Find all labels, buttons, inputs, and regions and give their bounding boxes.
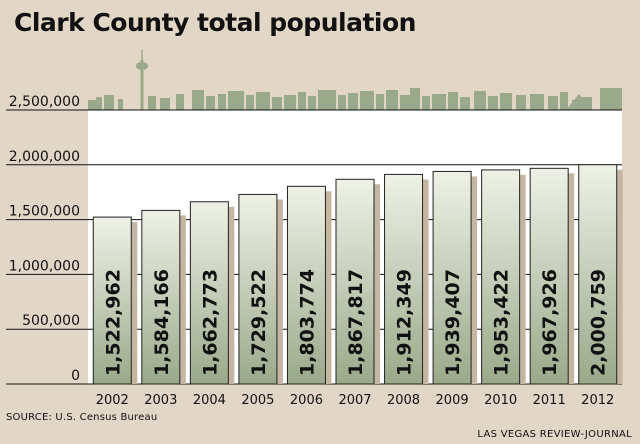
data-label: 1,803,774 [296, 269, 318, 376]
data-label: 1,662,773 [199, 269, 221, 376]
bar [92, 216, 132, 385]
y-tick-label: 500,000 [22, 313, 80, 329]
skyline-building [432, 94, 446, 110]
x-tick-label: 2004 [193, 393, 226, 408]
data-label: 1,953,422 [491, 269, 513, 376]
skyline-building [318, 90, 336, 110]
bar [189, 201, 229, 385]
x-tick-label: 2005 [241, 393, 274, 408]
skyline-building [410, 88, 420, 110]
bar [529, 167, 569, 385]
skyline-building [206, 96, 215, 110]
skyline-building [298, 92, 306, 110]
skyline-building [400, 95, 410, 110]
x-tick-label: 2010 [484, 393, 517, 408]
skyline-building [308, 96, 316, 110]
data-label: 1,729,522 [248, 269, 270, 376]
skyline-building [460, 97, 470, 110]
data-label: 1,967,926 [539, 269, 561, 376]
skyline-building [376, 94, 384, 110]
bar [432, 170, 472, 385]
data-label: 1,939,407 [442, 269, 464, 376]
las-vegas-skyline-illustration [88, 50, 622, 110]
skyline-building [474, 91, 486, 110]
skyline-building [548, 96, 558, 110]
skyline-building [228, 91, 244, 110]
bar [578, 164, 618, 385]
skyline-building [192, 90, 204, 110]
bar [335, 178, 375, 385]
skyline-building [272, 97, 282, 110]
skyline-building [488, 96, 498, 110]
skyline-building [348, 93, 358, 110]
data-label: 1,522,962 [102, 269, 124, 376]
x-tick-label: 2008 [387, 393, 420, 408]
bar [481, 169, 521, 385]
skyline-building [360, 91, 374, 110]
bar [286, 185, 326, 385]
skyline-building [284, 95, 296, 110]
bar [384, 173, 424, 385]
skyline-building [500, 93, 512, 110]
x-tick-label: 2006 [290, 393, 323, 408]
skyline-building [96, 97, 102, 110]
skyline-building [448, 92, 458, 110]
y-tick-label: 2,000,000 [9, 149, 80, 165]
skyline-building [516, 95, 526, 110]
skyline-building [88, 100, 96, 110]
skyline-building [530, 94, 544, 110]
x-tick-label: 2003 [144, 393, 177, 408]
pyramid-building [566, 94, 592, 110]
skyline-building [338, 95, 346, 110]
bar [141, 209, 181, 385]
data-label: 1,867,817 [345, 269, 367, 376]
data-label: 2,000,759 [588, 269, 610, 376]
publisher-credit: LAS VEGAS REVIEW-JOURNAL [477, 429, 632, 440]
y-tick-label: 1,500,000 [9, 204, 80, 220]
bars [92, 164, 618, 385]
skyline-building [600, 88, 622, 110]
x-tick-label: 2011 [533, 393, 566, 408]
bar [238, 193, 278, 385]
skyline-building [560, 92, 568, 110]
chart-title: Clark County total population [14, 8, 416, 37]
skyline-building [176, 94, 184, 110]
stratosphere-spire [141, 50, 143, 62]
skyline-building [160, 98, 170, 110]
data-label: 1,912,349 [394, 269, 416, 376]
y-tick-label: 1,000,000 [9, 258, 80, 274]
skyline-building [582, 97, 592, 110]
skyline-building [256, 92, 270, 110]
y-tick-label: 2,500,000 [9, 94, 80, 110]
skyline-building [422, 96, 430, 110]
x-tick-label: 2002 [96, 393, 129, 408]
data-label: 1,584,166 [151, 269, 173, 376]
skyline-building [246, 95, 254, 110]
stratosphere-tower [140, 60, 144, 110]
x-axis: 2002 2003 2004 2005 2006 2007 2008 2009 2010 2011… [96, 393, 615, 408]
x-tick-label: 2009 [436, 393, 469, 408]
skyline-building [118, 99, 123, 110]
y-axis: 0 500,000 1,000,000 1,500,000 2,000,000 2,500… [9, 94, 80, 384]
source-note: SOURCE: U.S. Census Bureau [6, 412, 158, 423]
skyline-building [104, 95, 114, 110]
x-tick-label: 2007 [338, 393, 371, 408]
skyline-building [148, 96, 156, 110]
skyline-building [386, 90, 398, 110]
data-labels: 1,522,962 1,584,166 1,662,773 1,729,522 1,80… [102, 269, 609, 376]
stratosphere-pod [136, 62, 148, 70]
skyline-building [218, 94, 226, 110]
x-tick-label: 2012 [581, 393, 614, 408]
y-tick-label: 0 [71, 368, 80, 384]
